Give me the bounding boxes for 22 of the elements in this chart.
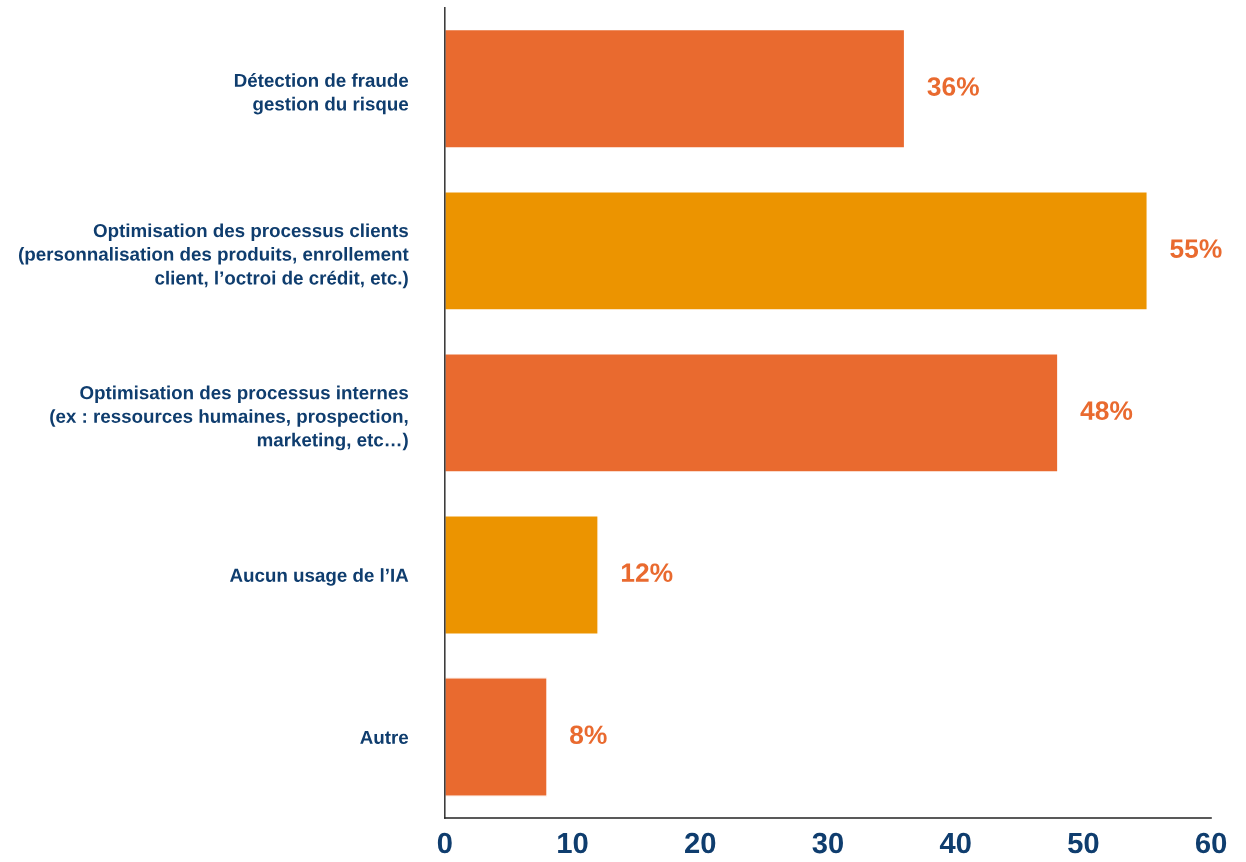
bar: [444, 515, 599, 635]
data-label: 55%: [1170, 239, 1222, 258]
y-tick-label: Aucun usage de l’IA: [229, 568, 409, 586]
x-tick-label: 50: [1068, 832, 1099, 854]
bar: [444, 677, 548, 797]
x-tick-label: 60: [1195, 832, 1227, 854]
x-tick-label: 30: [812, 832, 843, 854]
data-label: 12%: [621, 563, 673, 582]
data-label: 8%: [570, 725, 607, 745]
x-tick-label: 10: [558, 832, 588, 854]
data-label: 48%: [1080, 401, 1133, 420]
data-label: 36%: [927, 77, 979, 96]
x-tick-label: 20: [685, 832, 716, 854]
y-tick-label: Optimisation des processus internes (ex : ressources humaines, prospection, marketing, etc…): [50, 385, 408, 451]
y-tick-label: Optimisation des processus clients (personnalisation des produits, enrollement client, l’octroi de crédit, etc.): [18, 223, 409, 289]
x-tick-label: 40: [939, 832, 971, 854]
y-tick-label: Détection de fraude gestion du risque: [234, 73, 409, 115]
x-tick-label: 0: [437, 832, 452, 854]
y-tick-label: Autre: [360, 730, 409, 744]
bar: [444, 28, 906, 149]
bar: [444, 190, 1148, 311]
bar: [444, 353, 1059, 473]
